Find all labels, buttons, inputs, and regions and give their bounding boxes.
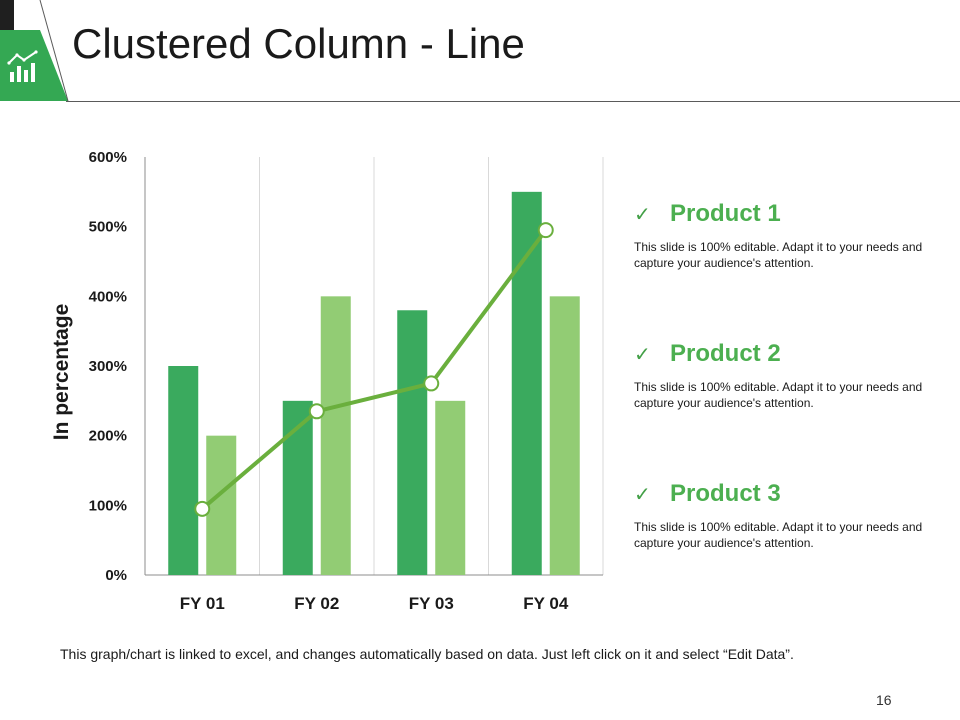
y-tick-label: 600%	[89, 149, 127, 166]
bar-series-2-2	[435, 400, 466, 575]
line-point-1	[308, 403, 325, 420]
header-badge	[0, 0, 69, 102]
y-tick-label: 500%	[89, 219, 127, 236]
line-series	[200, 228, 548, 511]
bar-series-2-1	[320, 296, 351, 575]
y-tick-label: 0%	[105, 567, 127, 584]
page-number: 16	[876, 692, 892, 708]
checkmark-icon: ✓	[634, 202, 651, 226]
x-tick-label: FY 01	[180, 594, 225, 613]
bar-series-2-0	[206, 435, 237, 575]
product-name: Product 1	[670, 200, 781, 227]
y-tick-label: 100%	[89, 497, 127, 514]
y-tick-label: 400%	[89, 288, 127, 305]
x-tick-label: FY 03	[409, 594, 454, 613]
legend-item-product-2: ✓ Product 2 This slide is 100% editable.…	[634, 339, 934, 411]
bar-series-2-3	[549, 296, 580, 575]
line-point-2	[423, 375, 440, 392]
title-divider	[66, 101, 960, 102]
y-tick-label: 300%	[89, 358, 127, 375]
checkmark-icon: ✓	[634, 482, 651, 506]
legend-item-product-1: ✓ Product 1 This slide is 100% editable.…	[634, 199, 934, 271]
page-title: Clustered Column - Line	[72, 20, 525, 67]
line-point-3	[537, 222, 554, 239]
x-tick-label: FY 02	[294, 594, 339, 613]
footnote: This graph/chart is linked to excel, and…	[60, 646, 794, 662]
y-axis-title: In percentage	[50, 304, 73, 441]
checkmark-icon: ✓	[634, 342, 651, 366]
bar-series-1-0	[168, 366, 199, 575]
product-description: This slide is 100% editable. Adapt it to…	[634, 380, 923, 410]
y-tick-label: 200%	[89, 428, 127, 445]
chart-growth-icon	[7, 50, 38, 82]
product-description: This slide is 100% editable. Adapt it to…	[634, 240, 923, 270]
bar-series-1-3	[511, 191, 542, 576]
product-name: Product 2	[670, 340, 781, 367]
line-point-0	[194, 500, 211, 517]
legend-item-product-3: ✓ Product 3 This slide is 100% editable.…	[634, 479, 934, 551]
x-tick-label: FY 04	[523, 594, 569, 613]
bar-series-1-2	[397, 310, 428, 575]
corner-accent	[0, 0, 14, 30]
product-name: Product 3	[670, 480, 781, 507]
product-description: This slide is 100% editable. Adapt it to…	[634, 520, 923, 550]
